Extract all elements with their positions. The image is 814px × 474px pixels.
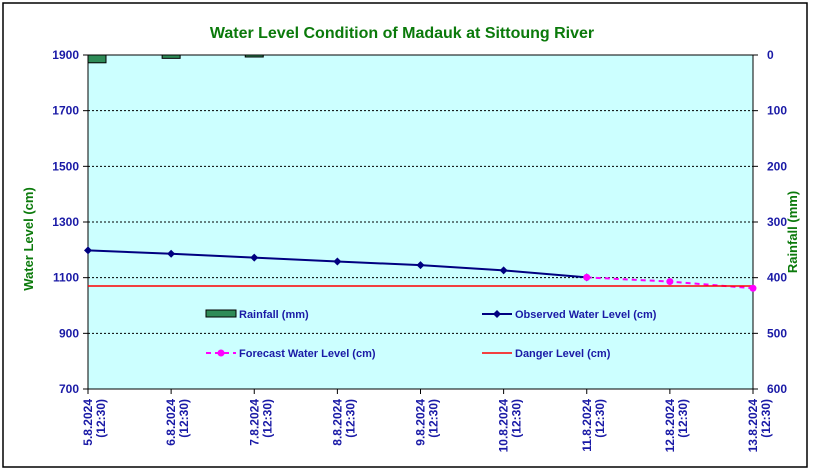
y2-tick-label: 0 bbox=[767, 48, 774, 62]
y-tick-label: 1700 bbox=[52, 104, 79, 118]
y-axis-title: Water Level (cm) bbox=[21, 187, 36, 291]
x-tick-label: 7.8.2024(12:30) bbox=[247, 399, 274, 446]
legend-marker-forecast bbox=[217, 349, 225, 357]
y2-tick-label: 600 bbox=[767, 382, 787, 396]
legend-swatch-rainfall bbox=[205, 309, 237, 318]
axes: 1900 1700 1500 1300 1100 900 700 0 100 200 300 400 5… bbox=[52, 48, 787, 452]
forecast-point bbox=[583, 273, 591, 281]
forecast-point bbox=[666, 278, 674, 286]
x-tick-label: 9.8.2024(12:30) bbox=[414, 399, 441, 446]
y-tick-label: 900 bbox=[59, 326, 79, 340]
y2-tick-label: 400 bbox=[767, 271, 787, 285]
x-tick-label: 11.8.2024(12:30) bbox=[580, 399, 607, 452]
legend-label: Danger Level (cm) bbox=[515, 348, 611, 360]
y-tick-label: 1500 bbox=[52, 159, 79, 173]
legend-label: Forecast Water Level (cm) bbox=[239, 348, 376, 360]
forecast-point bbox=[749, 284, 757, 292]
x-tick-label: 5.8.2024(12:30) bbox=[81, 399, 108, 446]
observed-point bbox=[499, 266, 508, 275]
y2-axis-title: Rainfall (mm) bbox=[785, 191, 800, 273]
legend-label: Rainfall (mm) bbox=[239, 309, 309, 321]
observed-point bbox=[167, 249, 176, 258]
observed-point bbox=[416, 261, 425, 270]
x-tick-label: 12.8.2024(12:30) bbox=[663, 399, 690, 453]
rainfall-bar bbox=[161, 54, 181, 59]
rainfall-bar bbox=[244, 54, 264, 58]
rainfall-bars bbox=[87, 54, 264, 64]
y-tick-label: 1900 bbox=[52, 48, 79, 62]
x-tick-label: 6.8.2024(12:30) bbox=[164, 399, 191, 446]
chart-title: Water Level Condition of Madauk at Sitto… bbox=[210, 25, 594, 42]
series-markers bbox=[84, 246, 757, 292]
y-tick-label: 700 bbox=[59, 382, 79, 396]
y2-tick-label: 300 bbox=[767, 215, 787, 229]
legend-label: Observed Water Level (cm) bbox=[515, 309, 657, 321]
gridlines bbox=[88, 110, 753, 334]
y2-tick-label: 100 bbox=[767, 104, 787, 118]
observed-point bbox=[84, 246, 92, 255]
y-tick-label: 1100 bbox=[53, 271, 79, 285]
legend: Rainfall (mm) Observed Water Level (cm) Fo… bbox=[205, 309, 657, 360]
x-tick-label: 10.8.2024(12:30) bbox=[497, 399, 524, 453]
y2-tick-label: 500 bbox=[767, 326, 787, 340]
rainfall-bar bbox=[87, 54, 107, 64]
observed-point bbox=[250, 253, 259, 262]
x-tick-label: 8.8.2024(12:30) bbox=[330, 399, 357, 446]
y-tick-label: 1300 bbox=[52, 215, 79, 229]
legend-marker-observed bbox=[493, 310, 501, 318]
x-tick-label: 13.8.2024(12:30) bbox=[746, 399, 773, 453]
observed-point bbox=[333, 257, 342, 266]
y2-tick-label: 200 bbox=[767, 159, 787, 173]
